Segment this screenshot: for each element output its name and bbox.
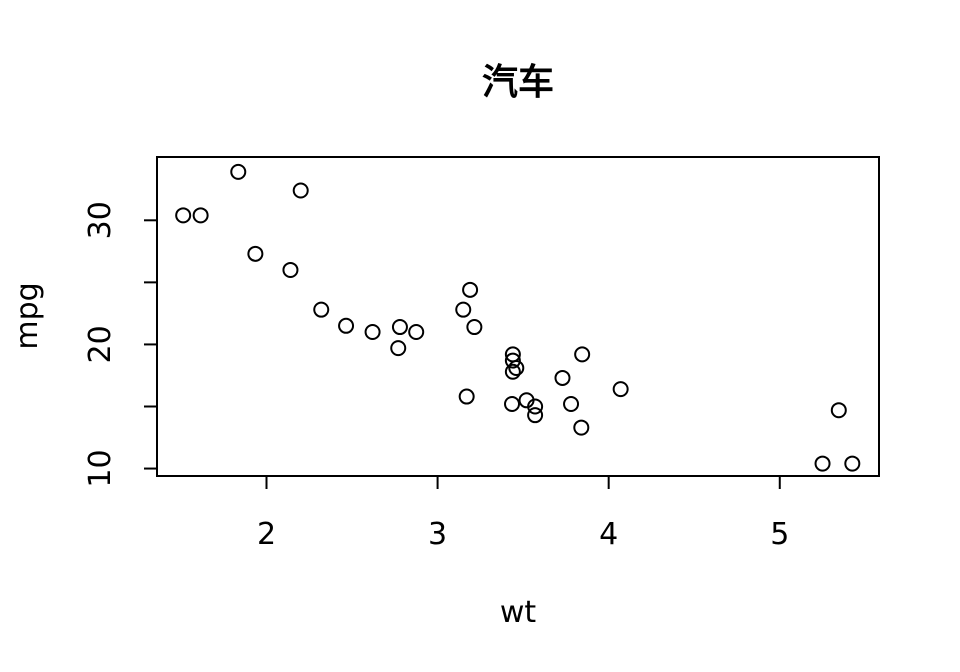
- x-tick-label: 5: [770, 517, 789, 552]
- data-point: [192, 207, 209, 224]
- x-axis-ticks: 2 3 4 5: [257, 476, 789, 552]
- y-axis-ticks: 10 20 30: [83, 201, 157, 488]
- data-point: [364, 324, 381, 341]
- data-point: [504, 346, 521, 363]
- data-points: [175, 163, 861, 472]
- plot-frame: [156, 156, 880, 477]
- data-point: [814, 455, 831, 472]
- data-point: [313, 301, 330, 318]
- y-tick-label: 30: [83, 201, 118, 239]
- data-point: [573, 419, 590, 436]
- data-point: [230, 163, 247, 180]
- x-axis-label: wt: [500, 595, 537, 630]
- data-point: [455, 301, 472, 318]
- x-tick-label: 2: [257, 517, 276, 552]
- data-point: [563, 396, 580, 413]
- data-point: [391, 319, 408, 336]
- data-point: [462, 281, 479, 298]
- data-point: [830, 402, 847, 419]
- y-tick-label: 10: [83, 449, 118, 487]
- y-axis-label: mpg: [10, 282, 45, 349]
- x-tick-label: 3: [428, 517, 447, 552]
- data-point: [612, 381, 629, 398]
- y-tick-label: 20: [83, 325, 118, 363]
- data-point: [844, 455, 861, 472]
- data-point: [504, 352, 521, 369]
- data-point: [390, 340, 407, 357]
- chart-title: 汽车: [482, 62, 554, 103]
- data-point: [574, 346, 591, 363]
- data-point: [466, 319, 483, 336]
- data-point: [504, 363, 521, 380]
- x-tick-label: 4: [599, 517, 618, 552]
- data-point: [504, 396, 521, 413]
- data-point: [282, 261, 299, 278]
- data-point: [554, 369, 571, 386]
- data-point: [408, 324, 425, 341]
- data-point: [247, 245, 264, 262]
- data-point: [292, 182, 309, 199]
- data-point: [458, 388, 475, 405]
- data-point: [338, 317, 355, 334]
- data-point: [527, 407, 544, 424]
- data-point: [527, 398, 544, 415]
- data-point: [175, 207, 192, 224]
